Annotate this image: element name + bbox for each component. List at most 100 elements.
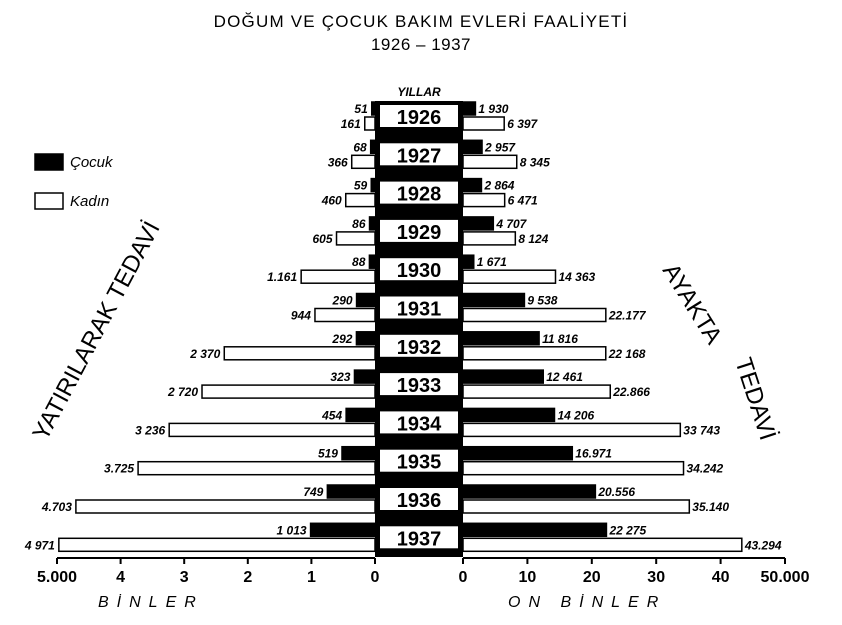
year-box-1930 xyxy=(380,258,458,281)
bar-left-kadin-1937 xyxy=(58,537,376,553)
bar-left-kadin-1932 xyxy=(223,346,376,361)
data-label-right-kadin-1929: 8 124 xyxy=(518,232,548,246)
bar-right-kadin-1933 xyxy=(462,384,612,399)
bar-right-kadin-1934 xyxy=(462,422,682,438)
year-box-1936 xyxy=(380,488,458,510)
data-label-right-cocuk-1928: 2 864 xyxy=(483,179,514,193)
years-header: YILLAR xyxy=(397,85,441,99)
data-label-left-cocuk-1936: 749 xyxy=(303,485,323,499)
year-label-1929: 1929 xyxy=(397,222,442,244)
right-side-label-2: TEDAVİ xyxy=(729,355,781,444)
year-box-1935 xyxy=(380,449,458,472)
data-label-right-cocuk-1931: 9 538 xyxy=(527,294,557,308)
data-label-right-cocuk-1930: 1 671 xyxy=(477,255,507,269)
data-label-left-cocuk-1934: 454 xyxy=(321,408,342,422)
legend-swatch-cocuk xyxy=(34,153,64,171)
bar-right-cocuk-1932 xyxy=(462,331,540,346)
bar-left-cocuk-1933 xyxy=(353,369,376,384)
bar-left-kadin-1928 xyxy=(344,192,376,208)
legend-swatch-kadin xyxy=(34,192,64,210)
bar-right-kadin-1928 xyxy=(462,192,506,208)
data-label-right-kadin-1937: 43.294 xyxy=(744,538,782,552)
year-label-1933: 1933 xyxy=(397,375,442,397)
data-label-left-kadin-1930: 1.161 xyxy=(267,270,297,284)
chart-subtitle: 1926 – 1937 xyxy=(370,35,472,54)
right-tick-label: 40 xyxy=(712,569,730,586)
data-label-right-cocuk-1936: 20.556 xyxy=(597,485,635,499)
bar-left-cocuk-1929 xyxy=(368,216,376,231)
bar-right-cocuk-1934 xyxy=(462,407,556,423)
year-label-1935: 1935 xyxy=(397,452,442,474)
year-label-1927: 1927 xyxy=(397,145,442,167)
left-bars xyxy=(58,101,376,553)
data-label-left-kadin-1933: 2 720 xyxy=(167,385,198,399)
bar-right-kadin-1929 xyxy=(462,231,517,246)
bar-left-cocuk-1930 xyxy=(368,254,376,269)
data-label-left-cocuk-1933: 323 xyxy=(330,370,350,384)
bar-left-cocuk-1926 xyxy=(371,101,376,116)
bar-left-kadin-1936 xyxy=(75,499,376,514)
bar-left-cocuk-1932 xyxy=(355,331,376,346)
data-label-left-kadin-1936: 4.703 xyxy=(41,500,72,514)
left-tick-label: 0 xyxy=(371,569,380,586)
data-label-left-cocuk-1930: 88 xyxy=(352,255,366,269)
bar-right-kadin-1931 xyxy=(462,307,607,323)
left-tick-label: 2 xyxy=(243,569,252,586)
data-label-left-kadin-1928: 460 xyxy=(321,194,342,208)
bar-right-kadin-1927 xyxy=(462,154,518,170)
year-box-1933 xyxy=(380,373,458,396)
year-box-1932 xyxy=(380,334,458,357)
legend-label-kadin: Kadın xyxy=(70,193,109,210)
data-label-left-kadin-1935: 3.725 xyxy=(104,462,134,476)
bar-right-cocuk-1935 xyxy=(462,445,574,461)
bar-right-cocuk-1929 xyxy=(462,216,495,231)
bar-left-kadin-1935 xyxy=(137,460,376,476)
data-label-right-cocuk-1937: 22 275 xyxy=(608,523,646,537)
bar-right-kadin-1926 xyxy=(462,116,505,131)
right-side-label-1: AYAKTA xyxy=(657,259,727,349)
bar-left-cocuk-1928 xyxy=(370,177,376,193)
data-label-right-kadin-1931: 22.177 xyxy=(608,309,647,323)
year-label-1930: 1930 xyxy=(397,260,442,282)
bar-left-cocuk-1936 xyxy=(326,484,376,499)
right-tick-label: 50.000 xyxy=(761,569,810,586)
bar-left-kadin-1930 xyxy=(300,269,376,284)
bar-left-cocuk-1934 xyxy=(345,407,376,423)
bar-right-cocuk-1930 xyxy=(462,254,475,269)
data-label-left-kadin-1929: 605 xyxy=(312,232,332,246)
year-box-1929 xyxy=(380,219,458,242)
year-box-1926 xyxy=(380,105,458,127)
data-label-right-cocuk-1929: 4 707 xyxy=(495,217,527,231)
data-label-right-kadin-1933: 22.866 xyxy=(612,385,650,399)
data-label-right-cocuk-1927: 2 957 xyxy=(484,140,516,154)
bar-left-kadin-1933 xyxy=(201,384,376,399)
year-label-1936: 1936 xyxy=(397,490,442,512)
year-column-fill xyxy=(375,101,463,557)
data-label-right-cocuk-1934: 14 206 xyxy=(557,408,594,422)
right-tick-label: 30 xyxy=(647,569,665,586)
bar-left-kadin-1927 xyxy=(350,154,376,170)
bar-left-kadin-1926 xyxy=(364,116,376,131)
legend-label-cocuk: Çocuk xyxy=(70,154,114,171)
data-label-left-cocuk-1927: 68 xyxy=(353,140,367,154)
year-label-1926: 1926 xyxy=(397,107,442,129)
data-label-left-cocuk-1935: 519 xyxy=(318,447,338,461)
year-label-1932: 1932 xyxy=(397,337,442,359)
data-label-left-cocuk-1931: 290 xyxy=(332,294,353,308)
left-tick-label: 1 xyxy=(307,569,316,586)
year-box-1937 xyxy=(380,526,458,549)
right-units-label: ON BİNLER xyxy=(508,592,666,611)
axes: 5.000 4 3 2 1 0 0 10 20 30 40 50.000 xyxy=(37,557,810,586)
data-label-right-kadin-1934: 33 743 xyxy=(683,423,720,437)
bar-right-cocuk-1928 xyxy=(462,177,483,193)
bar-right-cocuk-1937 xyxy=(462,522,608,538)
data-label-right-kadin-1928: 6 471 xyxy=(508,194,538,208)
bar-right-kadin-1930 xyxy=(462,269,557,284)
data-label-left-cocuk-1928: 59 xyxy=(354,179,368,193)
bar-left-kadin-1929 xyxy=(335,231,376,246)
bar-right-kadin-1937 xyxy=(462,537,743,553)
data-label-left-kadin-1932: 2 370 xyxy=(189,347,220,361)
right-bars xyxy=(462,101,743,553)
bar-left-cocuk-1931 xyxy=(355,292,376,308)
